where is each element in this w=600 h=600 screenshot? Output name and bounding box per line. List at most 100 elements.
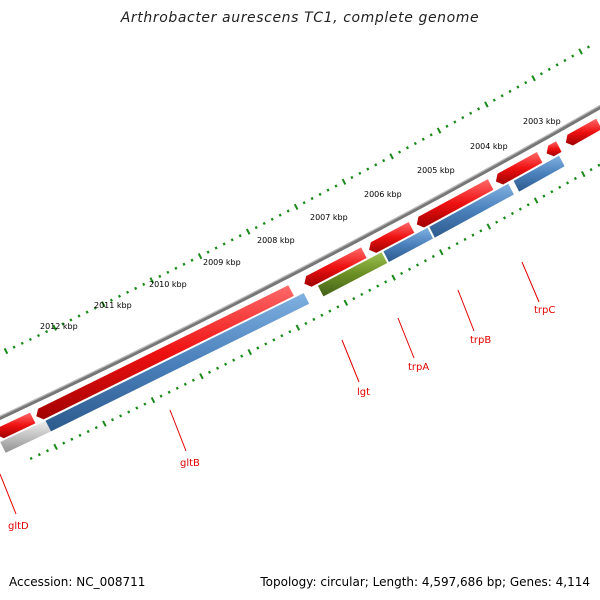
outer-scale-tick [77, 314, 81, 318]
outer-scale-tick [358, 171, 362, 175]
outer-scale-tick [52, 324, 57, 331]
outer-scale-tick [197, 253, 203, 260]
inner-scale-tick [391, 274, 396, 281]
inner-scale-tick [288, 330, 292, 334]
inner-scale-tick [183, 382, 187, 386]
genome-backbone [0, 104, 600, 421]
inner-scale-tick [423, 259, 427, 263]
gene-forward [565, 118, 600, 146]
outer-scale-tick [182, 262, 186, 266]
inner-scale-tick [167, 390, 171, 394]
gene-feature-layer [0, 118, 600, 453]
gene-leader-line [397, 317, 415, 359]
inner-scale-tick [312, 317, 316, 321]
outer-scale-tick [109, 298, 113, 302]
inner-scale-tick [360, 292, 364, 297]
gene-forward [369, 222, 415, 253]
gene-forward [36, 285, 294, 420]
inner-scale-tick [295, 324, 301, 331]
inner-scale-tick [589, 168, 593, 172]
kbp-label-layer: 2003 kbp 2004 kbp 2005 kbp 2006 kbp 2007 kbp… [40, 117, 561, 331]
inner-scale-tick [143, 402, 147, 406]
kbp-scale-label: 2005 kbp [417, 166, 455, 175]
inner-scale-tick [526, 203, 530, 207]
outer-scale-tick [20, 341, 24, 345]
outer-scale-tick [492, 98, 496, 102]
inner-scale-tick [343, 299, 349, 306]
inner-scale-tick [463, 237, 467, 242]
outer-scale-tick [578, 48, 583, 55]
inner-scale-tick [127, 410, 131, 414]
outer-scale-tick [85, 310, 89, 314]
gene-reverse [513, 155, 565, 192]
outer-scale-tick [326, 188, 330, 192]
inner-scale-tick [479, 229, 483, 233]
inner-scale-tick [37, 452, 41, 457]
outer-scale-tick [586, 45, 590, 49]
gene-reverse [45, 293, 310, 432]
inner-scale-tick [336, 305, 340, 309]
inner-scale-tick [376, 284, 380, 288]
accession-text: Accession: NC_008711 [9, 575, 146, 589]
inner-scale-tick [328, 309, 332, 313]
outer-scale-tick [563, 58, 567, 63]
gene-label-trpc: trpC [534, 305, 555, 316]
inner-scale-tick [597, 163, 600, 167]
outer-scale-tick [262, 221, 266, 226]
inner-scale-tick [159, 394, 163, 398]
outer-scale-tick [174, 266, 178, 270]
gene-forward [495, 152, 543, 185]
outer-scale-tick [571, 54, 575, 58]
gene-forward [416, 179, 494, 228]
gene-leader-line [341, 339, 360, 383]
inner-scale-tick [518, 207, 522, 211]
outer-scale-tick [461, 115, 465, 120]
inner-scale-tick [550, 190, 554, 194]
gene-leader-line [521, 261, 540, 303]
outer-scale-tick [134, 286, 138, 290]
outer-scale-tick [69, 318, 73, 322]
inner-scale-tick [62, 441, 66, 445]
gene-rna [317, 252, 388, 297]
outer-scale-tick [413, 141, 417, 146]
outer-scale-tick [190, 258, 194, 262]
outer-scale-tick [397, 150, 402, 154]
inner-scale-tick [191, 378, 195, 382]
inner-scale-tick [486, 223, 492, 230]
inner-scale-tick [232, 358, 236, 362]
inner-scale-tick [78, 433, 82, 437]
inner-scale-tick [110, 418, 115, 422]
kbp-scale-label: 2011 kbp [94, 301, 132, 310]
gene-forward [546, 141, 562, 157]
inner-scale-tick [280, 334, 284, 338]
inner-scale-tick [45, 449, 50, 453]
inner-scale-tick [224, 362, 228, 366]
kbp-scale-label: 2003 kbp [523, 117, 561, 126]
inner-scale-tick [150, 396, 156, 404]
inner-scale-tick [70, 437, 74, 441]
kbp-scale-label: 2008 kbp [257, 236, 295, 245]
outer-scale-tick [270, 217, 274, 221]
inner-scale-tick [455, 242, 459, 246]
gene-label-lgt: lgt [357, 387, 370, 398]
outer-scale-tick [158, 274, 162, 278]
outer-scale-tick [117, 294, 122, 298]
inner-scale-tick [304, 321, 308, 326]
inner-scale-tick [199, 373, 204, 380]
outer-scale-tick [278, 213, 282, 217]
outer-scale-tick [12, 345, 16, 349]
genome-backbone-highlight [0, 104, 600, 417]
backbone-ring-layer [0, 104, 600, 421]
outer-scale-tick [341, 178, 347, 185]
inner-scale-tick [533, 197, 539, 204]
outer-scale-tick [28, 337, 32, 342]
outer-scale-tick [254, 225, 258, 230]
gene-label-gltb: gltB [180, 458, 200, 469]
inner-scale-tick [352, 296, 356, 301]
inner-scale-tick [135, 406, 139, 410]
outer-scale-tick [508, 89, 512, 94]
outer-scale-tick [61, 322, 65, 326]
inner-scale-tick [471, 233, 475, 237]
inner-scale-tick [407, 267, 412, 271]
